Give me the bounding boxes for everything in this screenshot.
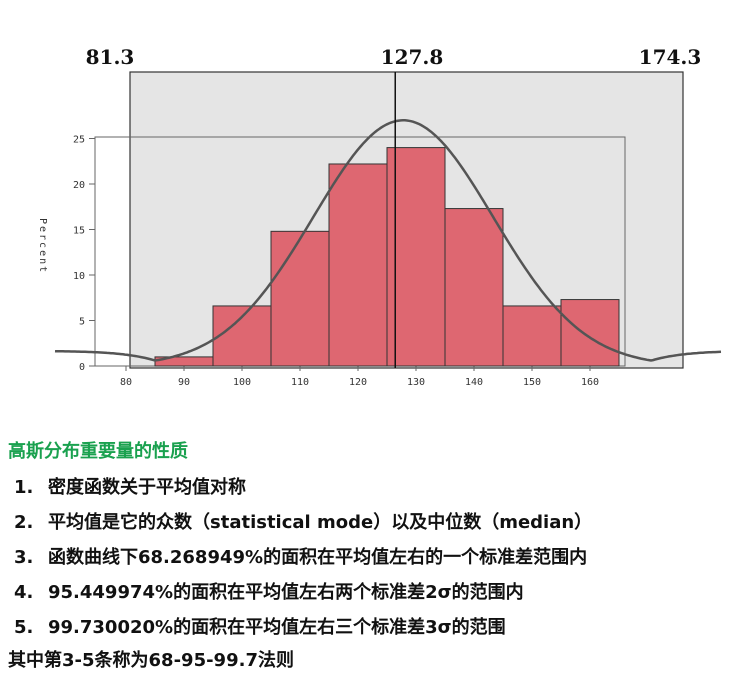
histogram-bar bbox=[444, 208, 504, 367]
item-number: 2. bbox=[14, 512, 34, 533]
x-tick-label: 80 bbox=[120, 377, 132, 388]
x-tick-label: 160 bbox=[581, 377, 599, 388]
histogram-bar bbox=[560, 299, 620, 367]
x-tick-label: 130 bbox=[407, 377, 425, 388]
item-text: 99.730020%的面积在平均值左右三个标准差3σ的范围 bbox=[48, 617, 506, 638]
x-tick-label: 100 bbox=[233, 377, 251, 388]
sigma-marker-label: 174.3 bbox=[639, 45, 702, 69]
item-number: 5. bbox=[14, 617, 34, 638]
y-tick-label: 25 bbox=[73, 135, 85, 146]
item-text: 平均值是它的众数（statistical mode）以及中位数（median） bbox=[48, 512, 593, 533]
y-axis: 0 5 10 15 20 25 bbox=[73, 135, 95, 373]
y-axis-label: Percent bbox=[37, 218, 48, 274]
x-tick-label: 90 bbox=[178, 377, 190, 388]
x-tick-label: 140 bbox=[465, 377, 483, 388]
caption-block: 高斯分布重要量的性质 1. 密度函数关于平均值对称 2. 平均值是它的众数（stat… bbox=[8, 440, 728, 673]
list-item: 1. 密度函数关于平均值对称 bbox=[8, 476, 728, 500]
y-tick-label: 10 bbox=[73, 271, 85, 282]
histogram-bar bbox=[502, 305, 562, 367]
x-axis: 80 90 100 110 120 130 140 150 160 bbox=[120, 366, 599, 388]
list-item: 5. 99.730020%的面积在平均值左右三个标准差3σ的范围 bbox=[8, 616, 728, 640]
item-number: 4. bbox=[14, 582, 34, 603]
normal-curve bbox=[54, 119, 722, 362]
item-text: 函数曲线下68.268949%的面积在平均值左右的一个标准差范围内 bbox=[48, 547, 588, 568]
y-tick-label: 15 bbox=[73, 226, 85, 237]
x-tick-label: 150 bbox=[523, 377, 541, 388]
x-tick-label: 120 bbox=[349, 377, 367, 388]
caption-footer: 其中第3-5条称为68-95-99.7法则 bbox=[8, 650, 294, 671]
item-number: 1. bbox=[14, 477, 34, 498]
sigma-marker-label: 81.3 bbox=[86, 45, 135, 69]
item-number: 3. bbox=[14, 547, 34, 568]
item-text: 95.449974%的面积在平均值左右两个标准差2σ的范围内 bbox=[48, 582, 524, 603]
sigma-markers: 81.3 127.8 174.3 bbox=[86, 45, 702, 69]
y-tick-label: 20 bbox=[73, 180, 85, 191]
histogram-bars bbox=[154, 147, 620, 367]
y-tick-label: 0 bbox=[79, 362, 85, 373]
x-tick-label: 110 bbox=[291, 377, 309, 388]
property-list: 1. 密度函数关于平均值对称 2. 平均值是它的众数（statistical mod… bbox=[8, 476, 728, 640]
sigma-marker-label: 127.8 bbox=[381, 45, 444, 69]
list-item: 3. 函数曲线下68.268949%的面积在平均值左右的一个标准差范围内 bbox=[8, 546, 728, 570]
histogram-chart: 0 5 10 15 20 25 80 90 100 110 120 130 140 150 160 81.… bbox=[37, 45, 722, 388]
caption-heading: 高斯分布重要量的性质 bbox=[8, 441, 188, 462]
histogram-bar bbox=[212, 305, 272, 367]
list-item: 2. 平均值是它的众数（statistical mode）以及中位数（median… bbox=[8, 511, 728, 535]
histogram-bar bbox=[328, 163, 388, 367]
y-tick-label: 5 bbox=[79, 317, 85, 328]
histogram-bar bbox=[270, 230, 330, 367]
list-item: 4. 95.449974%的面积在平均值左右两个标准差2σ的范围内 bbox=[8, 581, 728, 605]
item-text: 密度函数关于平均值对称 bbox=[48, 477, 246, 498]
